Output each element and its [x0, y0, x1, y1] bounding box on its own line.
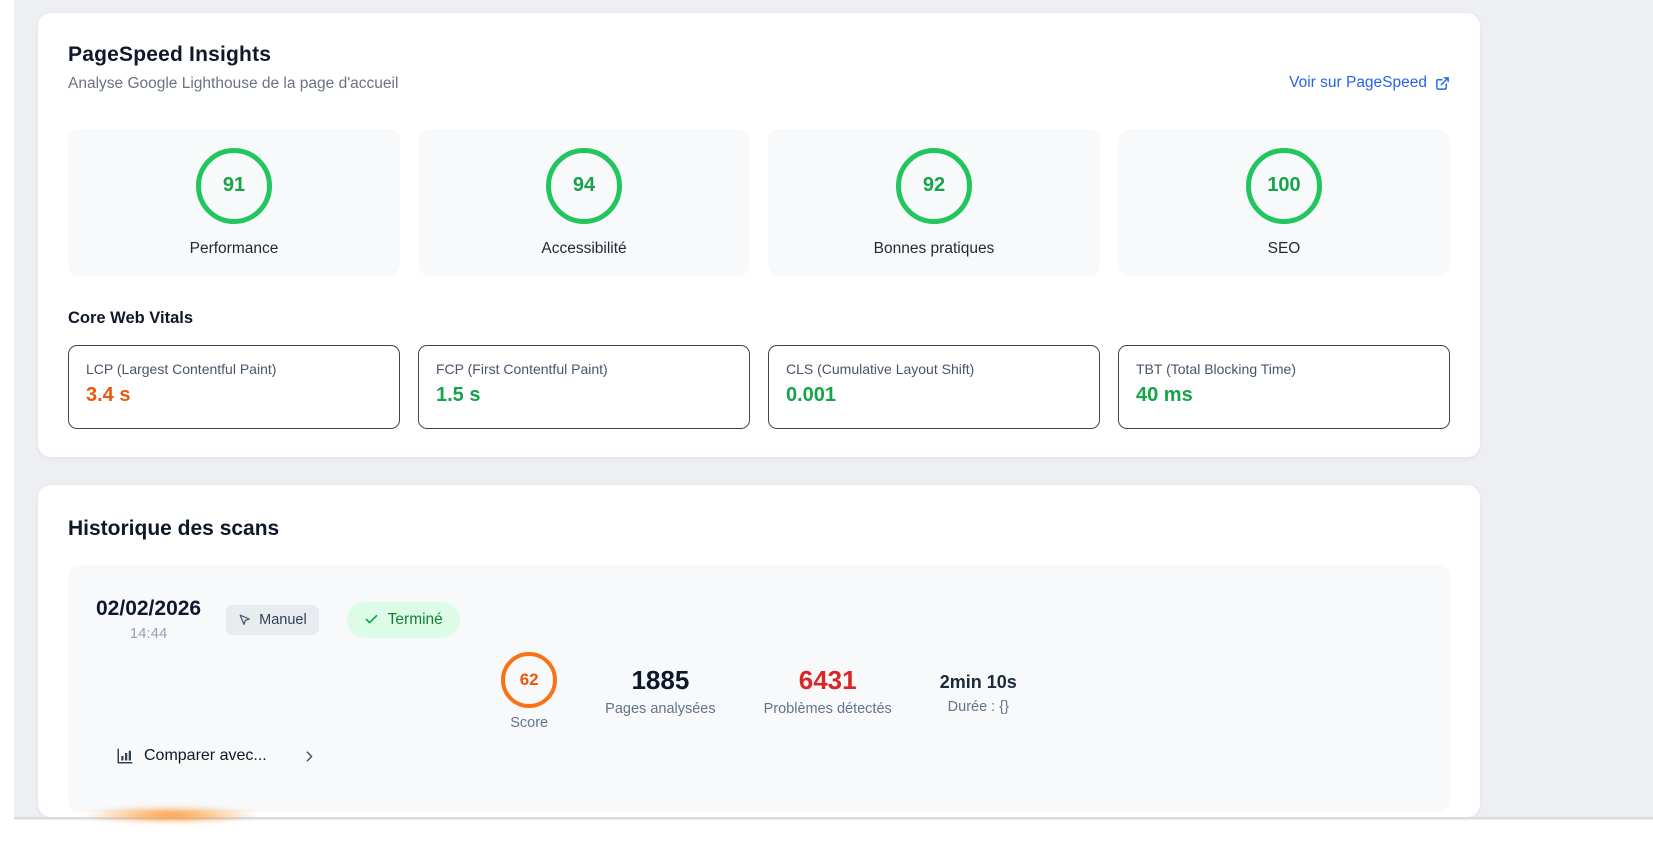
- score-ring: 94: [546, 147, 622, 224]
- scan-mode-label: Manuel: [259, 611, 307, 628]
- score-label: Accessibilité: [541, 239, 627, 257]
- stat-duration: 2min 10s Durée : {}: [940, 668, 1017, 716]
- score-tile-best-practices: 92 Bonnes pratiques: [768, 129, 1100, 276]
- scan-date: 02/02/2026: [96, 597, 202, 620]
- scan-item[interactable]: 02/02/2026 14:44 Manuel Terminé: [68, 565, 1450, 812]
- bar-chart-icon: [116, 747, 134, 765]
- expand-scan-button[interactable]: [301, 748, 318, 765]
- issues-detected-label: Problèmes détectés: [763, 701, 892, 718]
- external-link-icon: [1435, 76, 1450, 91]
- score-value: 100: [1267, 174, 1301, 196]
- scan-stats-row: 62 Score 1885 Pages analysées 6431 Probl…: [96, 652, 1422, 731]
- score-ring: 100: [1246, 147, 1322, 224]
- duration-value: 2min 10s: [939, 671, 1017, 692]
- vital-value: 3.4 s: [86, 384, 131, 406]
- check-icon: [364, 612, 379, 627]
- vital-card-fcp: FCP (First Contentful Paint) 1.5 s: [418, 345, 750, 429]
- pages-analyzed-label: Pages analysées: [605, 701, 716, 718]
- core-web-vitals-row: LCP (Largest Contentful Paint) 3.4 s FCP…: [68, 345, 1450, 429]
- score-value: 92: [922, 174, 946, 196]
- compare-with-label: Comparer avec...: [144, 747, 267, 764]
- scan-status-label: Terminé: [387, 610, 443, 628]
- score-value: 94: [572, 174, 596, 196]
- scan-mode-badge: Manuel: [226, 604, 319, 635]
- scan-score-label: Score: [510, 715, 549, 731]
- scan-score-value: 62: [519, 670, 539, 689]
- compare-with-button[interactable]: Comparer avec...: [116, 747, 267, 765]
- score-tile-accessibility: 94 Accessibilité: [418, 129, 750, 276]
- vital-value: 40 ms: [1136, 384, 1193, 406]
- vital-label: TBT (Total Blocking Time): [1136, 361, 1297, 377]
- scan-history-title: Historique des scans: [68, 517, 280, 540]
- bottom-divider: [14, 817, 1653, 819]
- stat-pages: 1885 Pages analysées: [605, 666, 715, 718]
- vital-value: 0.001: [786, 384, 837, 406]
- vital-card-cls: CLS (Cumulative Layout Shift) 0.001: [768, 345, 1100, 429]
- mouse-pointer-icon: [238, 613, 251, 626]
- stat-issues: 6431 Problèmes détectés: [764, 666, 892, 718]
- vital-label: CLS (Cumulative Layout Shift): [786, 361, 975, 377]
- next-scan-peek-glow: [84, 806, 258, 824]
- pagespeed-title: PageSpeed Insights: [68, 43, 272, 66]
- vital-value: 1.5 s: [436, 384, 481, 406]
- pages-analyzed-value: 1885: [631, 664, 690, 695]
- scan-time: 14:44: [129, 625, 168, 642]
- scan-history-card: Historique des scans 02/02/2026 14:44 Ma…: [37, 484, 1481, 818]
- vital-label: LCP (Largest Contentful Paint): [86, 361, 277, 377]
- scan-item-header: 02/02/2026 14:44 Manuel Terminé: [96, 597, 1422, 642]
- vital-card-tbt: TBT (Total Blocking Time) 40 ms: [1118, 345, 1450, 429]
- duration-label: Durée : {}: [947, 699, 1009, 716]
- score-ring: 92: [896, 147, 972, 224]
- stat-score: 62 Score: [501, 652, 558, 731]
- scan-date-block: 02/02/2026 14:44: [96, 597, 201, 642]
- score-ring: 91: [196, 147, 272, 224]
- score-tile-performance: 91 Performance: [68, 129, 400, 276]
- core-web-vitals-title: Core Web Vitals: [68, 309, 194, 327]
- score-ring-small: 62: [501, 652, 558, 708]
- scan-item-footer: Comparer avec...: [96, 747, 1422, 765]
- score-label: Performance: [189, 239, 279, 257]
- lighthouse-score-row: 91 Performance 94 Accessibilité 92 Bonne…: [68, 129, 1450, 276]
- issues-detected-value: 6431: [798, 664, 857, 695]
- score-label: SEO: [1267, 239, 1301, 257]
- vital-label: FCP (First Contentful Paint): [436, 361, 608, 377]
- vital-card-lcp: LCP (Largest Contentful Paint) 3.4 s: [68, 345, 400, 429]
- pagespeed-link-label: Voir sur PageSpeed: [1289, 74, 1427, 91]
- view-on-pagespeed-link[interactable]: Voir sur PageSpeed: [1289, 74, 1450, 92]
- score-value: 91: [222, 174, 246, 196]
- score-tile-seo: 100 SEO: [1118, 129, 1450, 276]
- score-label: Bonnes pratiques: [873, 239, 995, 257]
- pagespeed-subtitle: Analyse Google Lighthouse de la page d'a…: [68, 75, 399, 92]
- pagespeed-card: PageSpeed Insights Analyse Google Lighth…: [37, 12, 1481, 458]
- chevron-right-icon: [301, 748, 318, 765]
- scan-status-badge: Terminé: [346, 601, 460, 638]
